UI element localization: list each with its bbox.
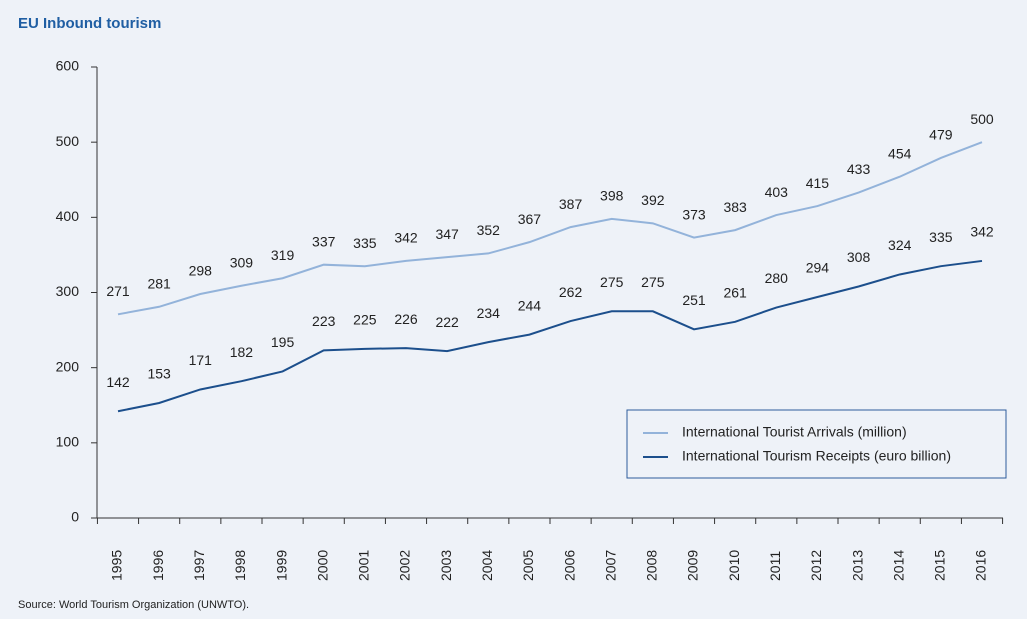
y-tick-label: 0 (71, 509, 79, 525)
x-tick-label: 2016 (973, 550, 989, 581)
data-label: 171 (189, 352, 213, 368)
data-label: 281 (147, 275, 171, 291)
chart-title: EU Inbound tourism (18, 15, 161, 32)
data-label: 308 (847, 249, 871, 265)
data-label: 153 (147, 366, 171, 382)
source-note: Source: World Tourism Organization (UNWT… (18, 599, 249, 611)
data-label: 383 (723, 199, 747, 215)
data-label: 251 (682, 292, 706, 308)
data-label: 342 (394, 230, 418, 246)
data-label: 479 (929, 127, 953, 143)
data-label: 271 (106, 283, 130, 299)
data-line (117, 259, 983, 413)
x-tick-label: 1998 (232, 550, 248, 581)
data-label: 244 (518, 297, 542, 313)
x-tick-label: 2006 (561, 550, 577, 581)
data-label: 352 (477, 222, 501, 238)
data-label: 222 (435, 314, 459, 330)
x-tick-label: 2014 (890, 550, 906, 581)
data-label: 261 (723, 285, 747, 301)
data-label: 275 (641, 274, 665, 290)
data-label: 335 (929, 229, 953, 245)
data-label: 319 (271, 247, 295, 263)
y-tick-label: 400 (56, 208, 80, 224)
legend-label: International Tourism Receipts (euro bil… (682, 448, 951, 464)
x-tick-label: 2000 (314, 550, 330, 581)
x-tick-label: 1995 (109, 550, 125, 581)
legend-box (626, 409, 1007, 479)
x-tick-label: 2009 (685, 550, 701, 581)
data-label: 142 (106, 374, 130, 390)
x-tick-label: 2003 (438, 550, 454, 581)
data-label: 262 (559, 284, 583, 300)
data-label: 335 (353, 235, 377, 251)
data-label: 225 (353, 312, 377, 328)
data-label: 500 (970, 111, 994, 127)
x-tick-label: 1996 (150, 550, 166, 581)
data-label: 223 (312, 313, 336, 329)
data-label: 392 (641, 192, 665, 208)
data-label: 337 (312, 233, 336, 249)
x-tick-label: 2015 (932, 550, 948, 581)
data-label: 280 (765, 270, 789, 286)
x-tick-label: 2007 (602, 550, 618, 581)
data-label: 234 (477, 305, 501, 321)
x-tick-label: 2001 (356, 550, 372, 581)
data-label: 342 (970, 224, 994, 240)
y-tick-label: 100 (56, 434, 80, 450)
x-tick-label: 2010 (726, 550, 742, 581)
y-tick-label: 500 (56, 133, 80, 149)
data-label: 398 (600, 188, 624, 204)
data-line (117, 141, 983, 316)
data-label: 387 (559, 196, 583, 212)
data-label: 454 (888, 145, 912, 161)
data-label: 309 (230, 254, 254, 270)
data-label: 373 (682, 206, 706, 222)
data-label: 324 (888, 237, 912, 253)
y-tick-label: 600 (56, 58, 80, 74)
data-label: 294 (806, 260, 830, 276)
data-label: 226 (394, 311, 418, 327)
legend-label: International Tourist Arrivals (million) (682, 424, 907, 440)
data-label: 403 (765, 184, 789, 200)
x-tick-label: 2008 (644, 550, 660, 581)
data-label: 347 (435, 226, 459, 242)
data-label: 433 (847, 161, 871, 177)
x-tick-label: 2012 (808, 550, 824, 581)
data-label: 415 (806, 175, 830, 191)
x-tick-label: 2004 (479, 550, 495, 581)
data-label: 298 (189, 263, 213, 279)
x-tick-label: 2005 (520, 550, 536, 581)
x-tick-label: 1997 (191, 550, 207, 581)
x-tick-label: 2013 (849, 550, 865, 581)
y-tick-label: 200 (56, 358, 80, 374)
data-label: 275 (600, 274, 624, 290)
x-tick-label: 2002 (397, 550, 413, 581)
x-tick-label: 2011 (767, 551, 783, 581)
data-label: 195 (271, 334, 295, 350)
data-label: 367 (518, 211, 542, 227)
data-label: 182 (230, 344, 254, 360)
y-tick-label: 300 (56, 283, 80, 299)
x-tick-label: 1999 (273, 550, 289, 581)
